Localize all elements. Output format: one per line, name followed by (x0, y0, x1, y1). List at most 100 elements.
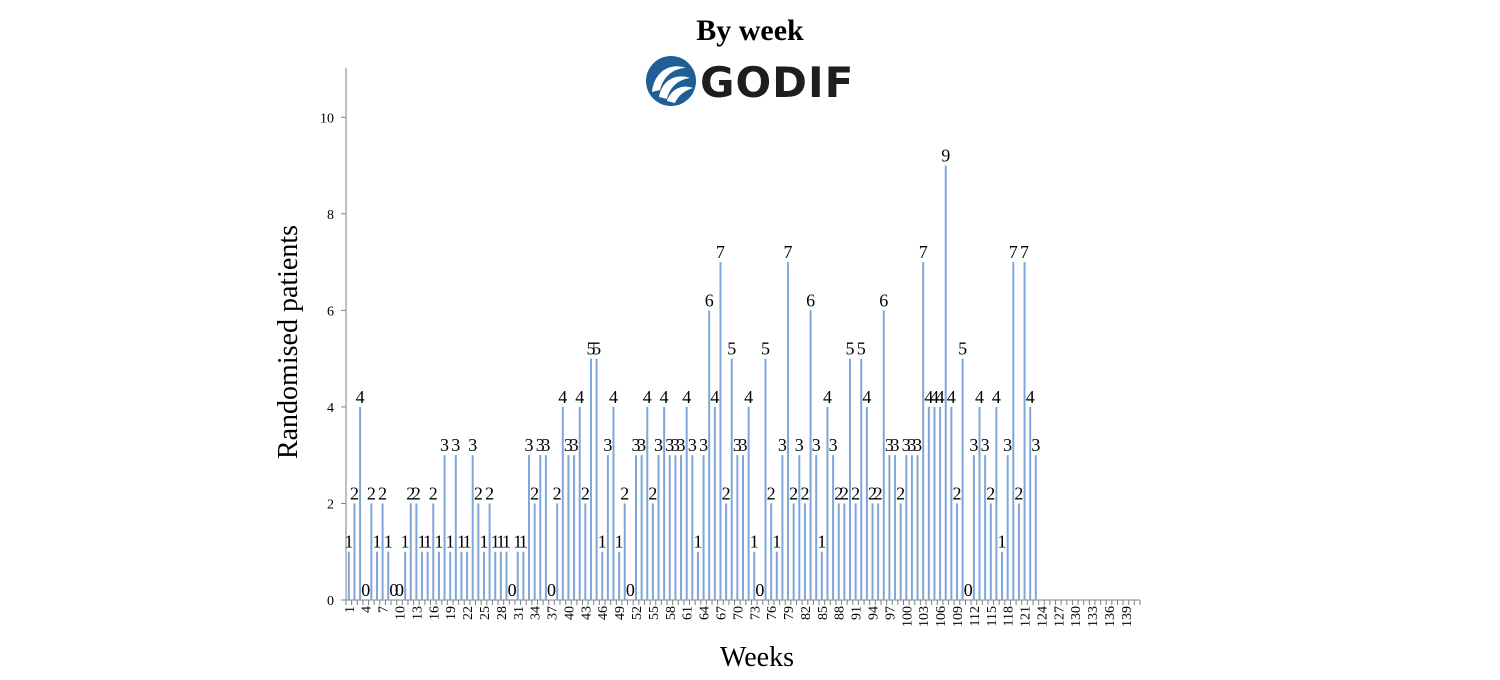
x-tick-label: 133 (1086, 606, 1101, 627)
x-tick-label: 85 (816, 606, 831, 620)
bars (347, 165, 1037, 600)
bar (691, 455, 694, 600)
bar (696, 551, 699, 600)
x-tick-label: 58 (664, 606, 679, 620)
bar (972, 455, 975, 600)
bar (415, 503, 418, 600)
x-tick-label: 49 (613, 606, 628, 620)
x-tick-label: 82 (799, 606, 814, 620)
data-label: 4 (643, 387, 652, 407)
data-label: 3 (654, 435, 663, 455)
bar (725, 503, 728, 600)
bar (798, 455, 801, 600)
bar (989, 503, 992, 600)
data-label: 2 (789, 483, 798, 503)
data-label: 4 (823, 387, 832, 407)
data-label: 3 (733, 435, 742, 455)
data-label: 5 (586, 339, 595, 359)
bar (910, 455, 913, 600)
bar (848, 358, 851, 600)
data-label: 7 (716, 242, 725, 262)
data-label: 2 (350, 483, 359, 503)
y-tick-label: 2 (327, 497, 334, 512)
data-label: 1 (502, 532, 511, 552)
data-label: 2 (429, 483, 438, 503)
bar (764, 358, 767, 600)
data-label: 0 (964, 580, 973, 600)
data-label: 1 (750, 532, 759, 552)
data-label: 4 (936, 387, 945, 407)
x-tick-label: 1 (343, 606, 358, 613)
bar (375, 551, 378, 600)
data-label: 1 (434, 532, 443, 552)
y-tick-label: 10 (320, 111, 334, 126)
bar (421, 551, 424, 600)
data-label: 3 (778, 435, 787, 455)
x-tick-label: 139 (1120, 606, 1135, 627)
data-label: 2 (406, 483, 415, 503)
x-tick-label: 16 (427, 606, 442, 620)
bar (606, 455, 609, 600)
data-label: 3 (632, 435, 641, 455)
data-label: 2 (553, 483, 562, 503)
x-tick-label: 55 (647, 606, 662, 620)
data-label: 3 (468, 435, 477, 455)
data-label: 3 (525, 435, 534, 455)
data-label: 3 (981, 435, 990, 455)
x-tick-label: 22 (461, 606, 476, 620)
x-tick-label: 64 (698, 606, 713, 620)
data-label: 3 (440, 435, 449, 455)
data-label: 6 (806, 290, 815, 310)
data-label: 4 (609, 387, 618, 407)
data-label: 1 (496, 532, 505, 552)
bar (680, 455, 683, 600)
data-label: 4 (1026, 387, 1035, 407)
bar (544, 455, 547, 600)
data-label: 9 (941, 146, 950, 166)
bar (955, 503, 958, 600)
bar (905, 455, 908, 600)
data-label: 3 (795, 435, 804, 455)
x-tick-label: 13 (410, 606, 425, 620)
bar (871, 503, 874, 600)
data-label: 2 (722, 483, 731, 503)
data-label: 3 (541, 435, 550, 455)
data-label: 3 (902, 435, 911, 455)
bar (387, 551, 390, 600)
bar (888, 455, 891, 600)
data-label: 1 (418, 532, 427, 552)
bar (950, 406, 953, 600)
bar (668, 455, 671, 600)
data-label: 3 (812, 435, 821, 455)
bar (984, 455, 987, 600)
data-label: 1 (998, 532, 1007, 552)
bar (961, 358, 964, 600)
bar (522, 551, 525, 600)
data-label: 2 (648, 483, 657, 503)
data-label: 2 (367, 483, 376, 503)
data-label: 2 (840, 483, 849, 503)
bar (781, 455, 784, 600)
bar (432, 503, 435, 600)
bar (482, 551, 485, 600)
bar (578, 406, 581, 600)
data-label: 3 (603, 435, 612, 455)
x-tick-label: 52 (630, 606, 645, 620)
chart-title: By week (696, 14, 804, 47)
data-label: 3 (451, 435, 460, 455)
data-label: 1 (519, 532, 528, 552)
data-label: 2 (800, 483, 809, 503)
y-tick-label: 6 (327, 304, 334, 319)
bar (860, 358, 863, 600)
data-label: 4 (744, 387, 753, 407)
data-label: 0 (395, 580, 404, 600)
data-label: 7 (784, 242, 793, 262)
bar (477, 503, 480, 600)
data-label: 1 (693, 532, 702, 552)
bar (612, 406, 615, 600)
bar (539, 455, 542, 600)
bar (809, 310, 812, 600)
bar (882, 310, 885, 600)
data-label: 2 (851, 483, 860, 503)
data-label: 2 (868, 483, 877, 503)
